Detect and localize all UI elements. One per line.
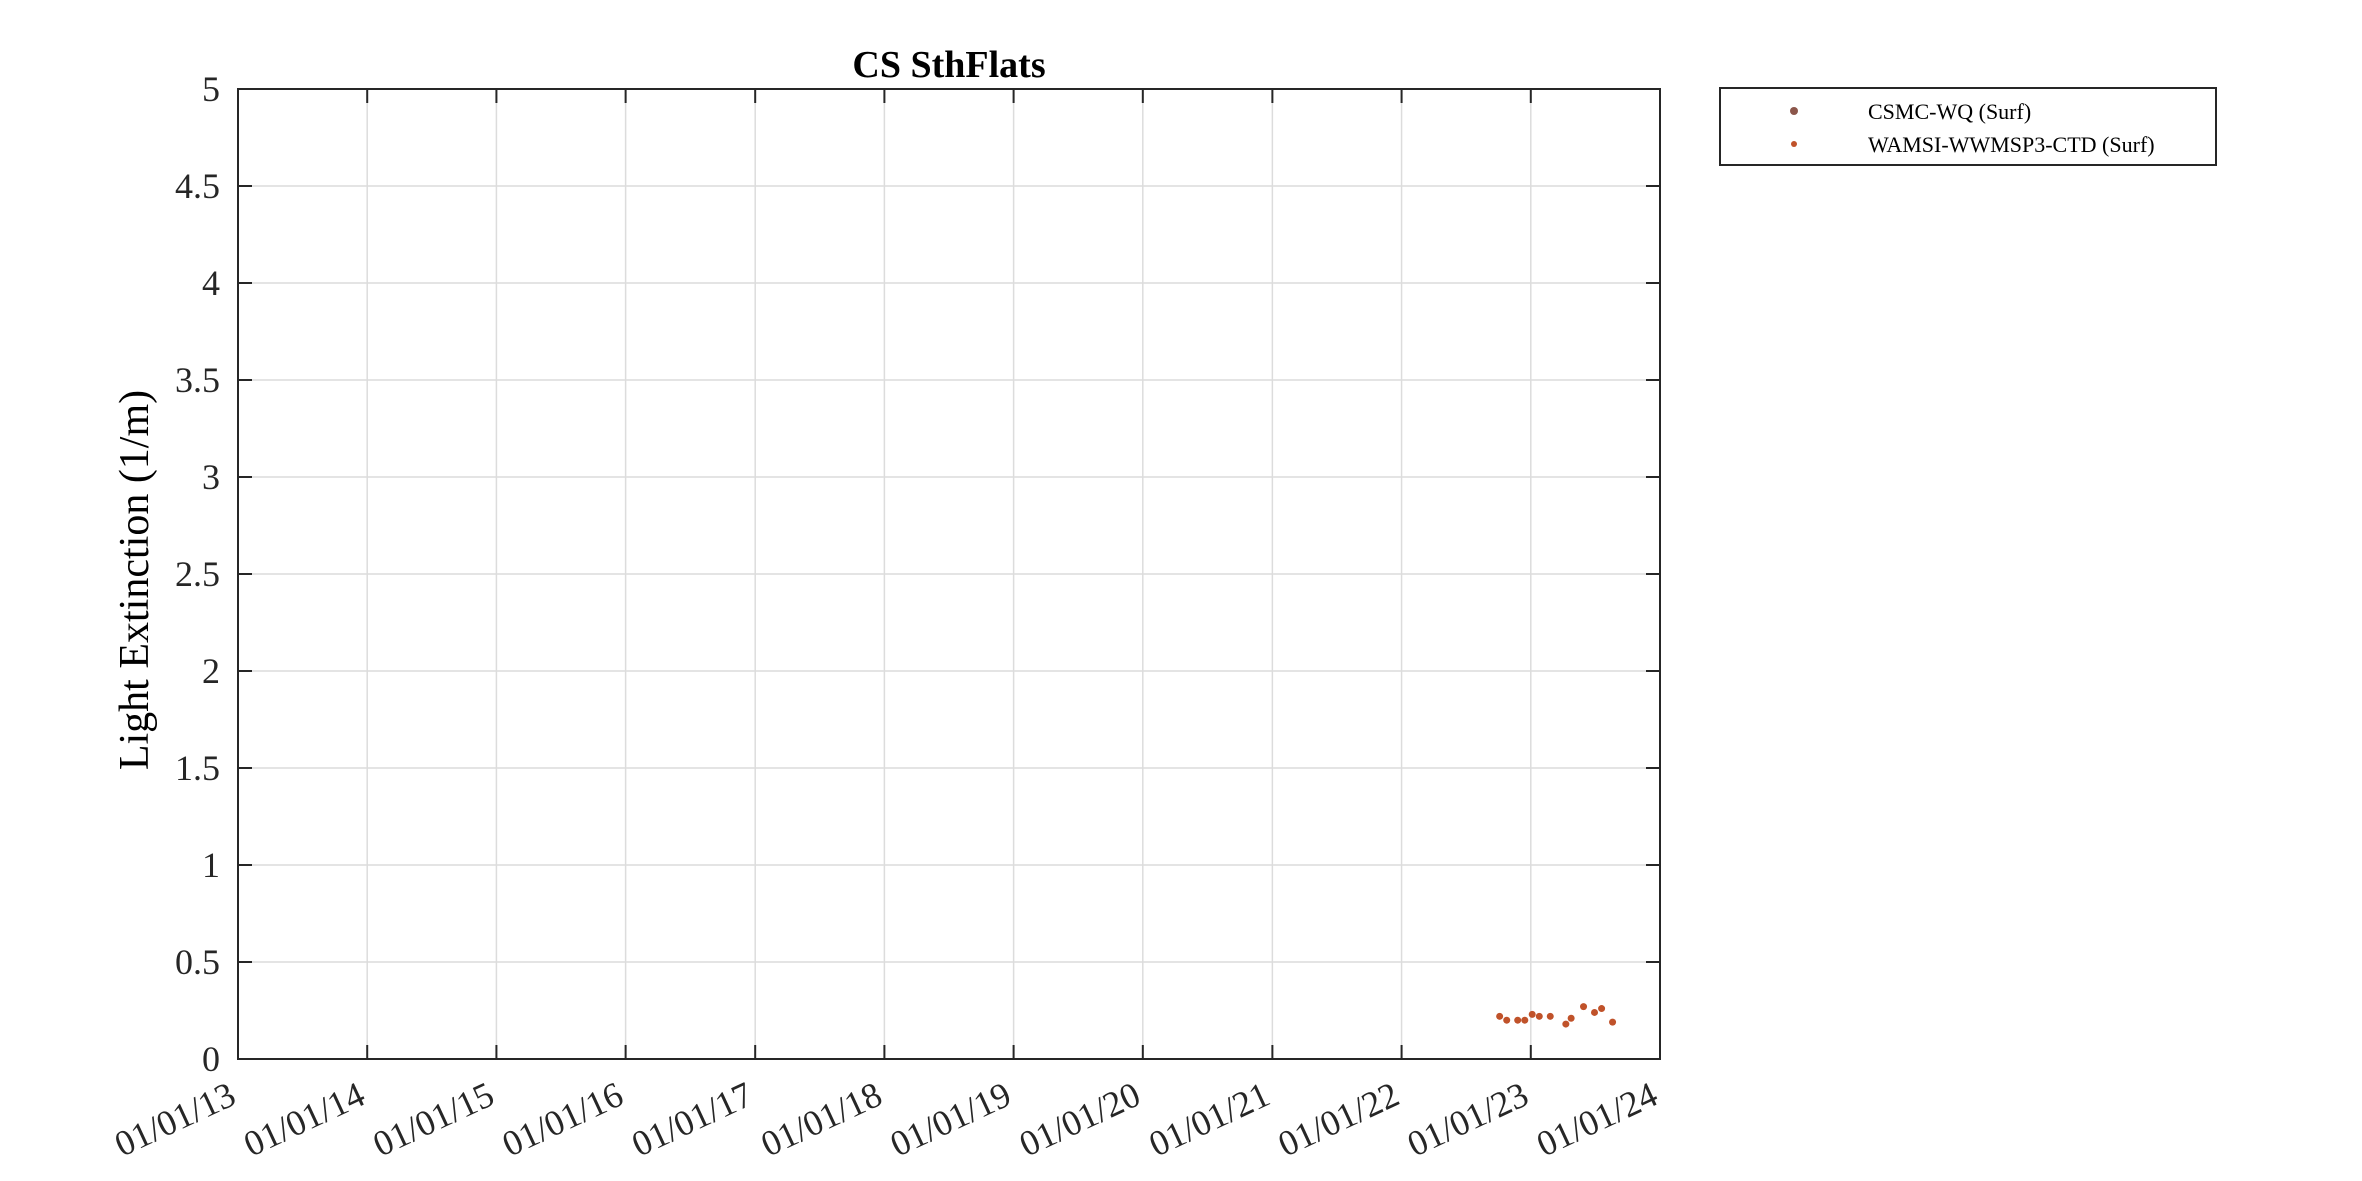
- data-point: [1580, 1003, 1588, 1011]
- x-tick-label: 01/01/17: [626, 1074, 759, 1164]
- legend-label: CSMC-WQ (Surf): [1868, 99, 2031, 124]
- legend: CSMC-WQ (Surf) WAMSI-WWMSP3-CTD (Surf): [1719, 87, 2217, 166]
- legend-marker: [1791, 141, 1797, 147]
- legend-label: WAMSI-WWMSP3-CTD (Surf): [1868, 132, 2155, 157]
- x-tick-label: 01/01/16: [496, 1074, 629, 1164]
- data-point: [1514, 1016, 1522, 1024]
- y-tick-label: 5: [202, 69, 220, 109]
- y-tick-label: 3.5: [175, 360, 220, 400]
- x-tick-label: 01/01/19: [884, 1074, 1017, 1164]
- legend-box: [1719, 87, 2217, 166]
- x-tick-labels: 01/01/1301/01/1401/01/1501/01/1601/01/17…: [108, 1074, 1663, 1164]
- x-tick-label: 01/01/20: [1013, 1074, 1146, 1164]
- data-point: [1528, 1010, 1536, 1018]
- data-point: [1598, 1005, 1606, 1013]
- y-tick-label: 2: [202, 651, 220, 691]
- x-tick-label: 01/01/18: [755, 1074, 888, 1164]
- y-tick-label: 0: [202, 1039, 220, 1079]
- y-tick-label: 4.5: [175, 166, 220, 206]
- x-tick-label: 01/01/15: [367, 1074, 500, 1164]
- data-point: [1567, 1014, 1575, 1022]
- data-point: [1562, 1020, 1570, 1028]
- data-point: [1503, 1016, 1511, 1024]
- data-points: [1496, 1003, 1617, 1028]
- data-point: [1609, 1018, 1617, 1026]
- x-tick-label: 01/01/24: [1530, 1074, 1663, 1164]
- x-tick-label: 01/01/23: [1401, 1074, 1534, 1164]
- chart-title: CS SthFlats: [852, 44, 1045, 86]
- x-tick-label: 01/01/13: [108, 1074, 241, 1164]
- x-tick-label: 01/01/21: [1143, 1074, 1276, 1164]
- data-point: [1591, 1008, 1599, 1016]
- legend-marker: [1790, 107, 1798, 115]
- y-tick-label: 4: [202, 263, 220, 303]
- x-tick-label: 01/01/22: [1272, 1074, 1405, 1164]
- plot-frame: [237, 88, 1661, 1060]
- y-tick-label: 2.5: [175, 554, 220, 594]
- data-point: [1496, 1012, 1504, 1020]
- y-tick-label: 1: [202, 845, 220, 885]
- data-point: [1546, 1012, 1554, 1020]
- data-point: [1535, 1012, 1543, 1020]
- y-tick-labels: 0 0.5 1 1.5 2 2.5 3 3.5 4 4.5 5: [175, 69, 220, 1079]
- y-tick-label: 1.5: [175, 748, 220, 788]
- y-tick-label: 3: [202, 457, 220, 497]
- y-tick-label: 0.5: [175, 942, 220, 982]
- data-point: [1521, 1016, 1529, 1024]
- y-axis-title: Light Extinction (1/m): [112, 390, 158, 770]
- x-tick-label: 01/01/14: [238, 1074, 371, 1164]
